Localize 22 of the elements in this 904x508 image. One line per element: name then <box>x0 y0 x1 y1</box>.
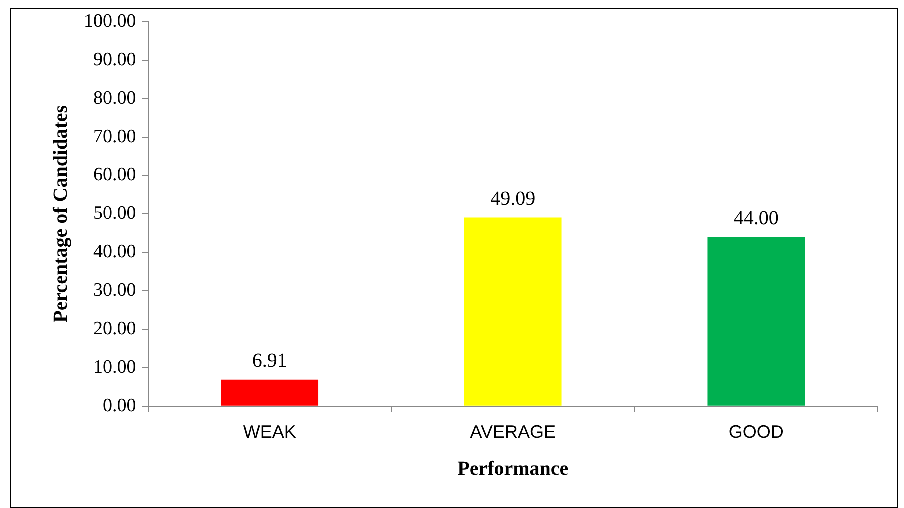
y-axis-title: Percentage of Candidates <box>50 105 72 323</box>
x-tick-label: GOOD <box>728 422 784 442</box>
x-tick-label: AVERAGE <box>470 422 556 442</box>
y-tick-label: 40.00 <box>94 242 136 263</box>
x-axis-title: Performance <box>458 458 569 480</box>
data-label: 6.91 <box>252 350 288 372</box>
bar <box>221 380 319 406</box>
y-tick-label: 80.00 <box>94 88 136 109</box>
y-tick-label: 10.00 <box>94 356 136 378</box>
data-label: 44.00 <box>734 208 779 230</box>
x-tick-label: WEAK <box>243 422 296 442</box>
y-tick-label: 70.00 <box>94 126 136 148</box>
y-tick-label: 60.00 <box>94 164 136 186</box>
y-tick-label: 50.00 <box>94 203 136 224</box>
y-tick-label: 20.00 <box>94 318 136 340</box>
bar <box>708 237 806 406</box>
y-tick-label: 30.00 <box>94 280 136 302</box>
y-tick-label: 90.00 <box>94 49 136 70</box>
data-label: 49.09 <box>490 188 536 210</box>
y-tick-label: 100.00 <box>84 10 136 32</box>
y-tick-label: 0.00 <box>103 395 136 416</box>
bar <box>464 218 562 406</box>
